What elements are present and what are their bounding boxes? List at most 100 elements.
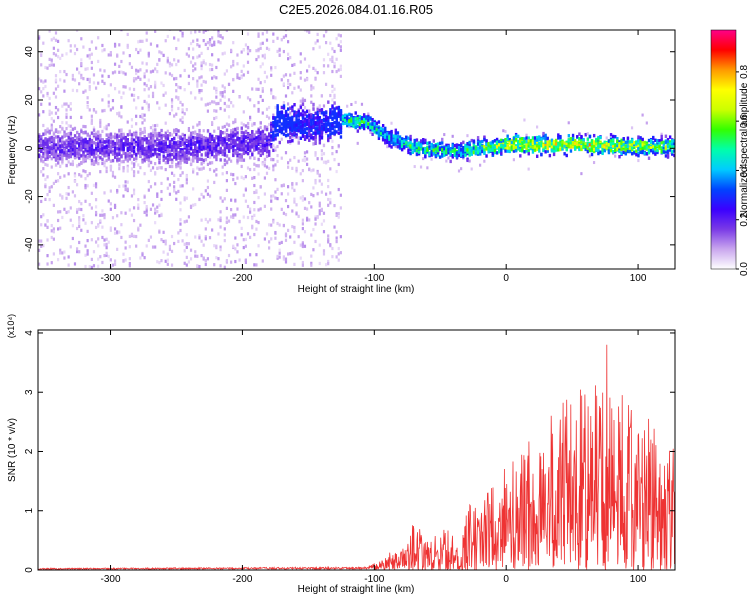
spectrogram-cell [128,153,132,157]
spectrogram-cell [213,244,216,248]
spectrogram-cell [139,131,142,136]
spectrogram-cell [183,138,186,142]
spectrogram-cell [295,128,298,133]
spectrogram-cell [71,145,75,149]
spectrogram-cell [565,144,568,149]
spectrogram-cell [219,34,222,38]
spectrogram-cell [65,108,68,112]
spectrogram-cell [251,132,254,136]
spectrogram-cell [253,232,256,237]
spectrogram-cell [253,190,256,195]
spectrogram-cell [145,62,148,66]
spectrogram-cell [316,215,319,220]
spectrogram-cell [52,51,55,56]
spectrogram-cell [531,150,535,154]
spectrogram-cell [322,104,326,108]
spectrogram-cell [223,197,226,201]
spectrogram-cell [265,30,269,34]
spectrogram-cell [213,40,216,44]
spectrogram-cell [65,153,68,157]
spectrogram-cell [145,101,148,105]
spectrogram-cell [130,124,134,128]
spectrogram-cell [324,131,328,135]
spectrogram-cell [139,140,142,144]
spectrogram-cell [151,138,155,143]
spectrogram-cell [181,148,184,152]
spectrogram-cell [46,148,49,153]
spectrogram-cell [232,153,235,158]
spectrogram-cell [69,137,73,141]
spectrogram-cell [244,139,248,144]
spectrogram-cell [105,150,108,154]
spectrogram-cell [230,131,233,135]
spectrogram-cell [99,68,102,72]
spectrogram-cell [59,210,62,214]
spectrogram-cell [154,30,157,33]
spectrogram-cell [204,217,207,222]
spectrogram-cell [206,145,210,149]
spectrogram-cell [223,86,226,90]
spectrogram-cell [337,111,341,115]
spectrogram-cell [168,192,172,196]
spectrogram-cell [316,39,319,43]
spectrogram-cell [422,157,425,161]
spectrogram-cell [132,132,136,137]
spectrogram-cell [185,154,189,158]
spectrogram-cell [265,75,269,79]
spectrogram-cell [242,123,245,127]
spectrogram-cell [166,34,169,39]
spectrogram-cell [107,104,110,108]
spectrogram-cell [173,241,176,246]
spectrogram-cell [331,89,334,93]
spectrogram-cell [443,149,446,154]
spectrogram-cell [523,138,526,142]
spectrogram-cell [550,142,554,146]
spectrogram-cell [118,134,121,138]
spectrogram-cell [124,155,127,159]
spectrogram-cell [103,48,106,52]
spectrogram-cell [232,215,235,219]
spectrogram-cell [280,113,284,118]
spectrogram-cell [54,163,58,167]
spectrogram-cell [253,122,256,126]
spectrogram-cell [506,143,509,148]
spectrogram-cell [215,151,218,156]
spectrogram-cell [183,136,186,140]
spectrogram-cell [299,71,302,75]
spectrogram-cell [386,140,389,145]
spectrogram-cell [164,160,168,165]
spectrogram-cell [491,140,495,144]
spectrogram-cell [390,145,393,149]
spectrogram-cell [567,121,570,125]
spectrogram-cell [219,147,222,151]
spectrogram-cell [166,129,169,133]
spectrogram-cell [468,145,471,150]
spectrogram-cell [398,145,402,149]
spectrogram-cell [50,235,53,240]
spectrogram-cell [151,94,155,99]
spectrogram-cell [274,178,277,182]
spectrogram-cell [299,128,303,132]
spectrogram-cell [162,142,165,147]
spectrogram-cell [71,190,74,194]
spectrogram-cell [198,236,201,240]
spectrogram-cell [38,113,41,117]
spectrogram-cell [113,151,117,156]
spectrogram-cell [181,158,184,162]
spectrogram-cell [289,141,292,145]
spectrogram-cell [194,145,197,150]
spectrogram-cell [101,152,104,156]
spectrogram-cell [158,106,161,110]
spectrogram-cell [221,152,224,157]
spectrogram-cell [192,140,195,144]
spectrogram-cell [314,181,317,185]
spectrogram-cell [270,68,273,72]
spectrogram-cell [523,144,526,149]
spectrogram-cell [225,259,229,263]
spectrogram-cell [198,234,201,238]
spectrogram-cell [531,138,535,143]
spectrogram-cell [78,218,81,222]
spectrogram-cell [293,86,296,90]
spectrogram-cell [122,132,125,137]
spectrogram-cell [38,148,41,152]
